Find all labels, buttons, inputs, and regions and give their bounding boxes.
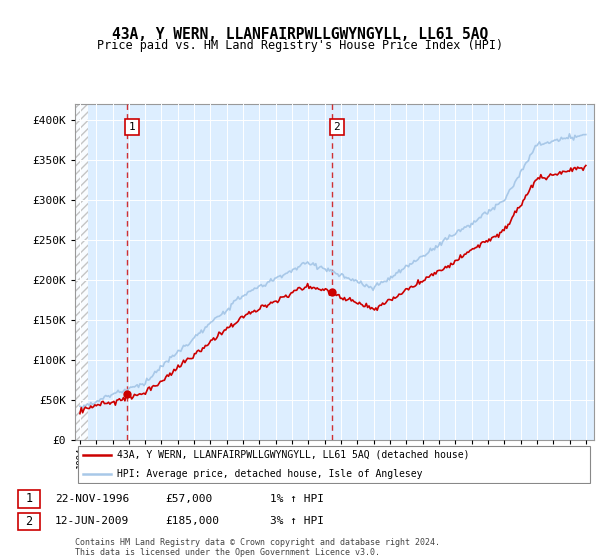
Text: £185,000: £185,000 (165, 516, 219, 526)
Text: 43A, Y WERN, LLANFAIRPWLLGWYNGYLL, LL61 5AQ: 43A, Y WERN, LLANFAIRPWLLGWYNGYLL, LL61 … (112, 27, 488, 42)
Text: 43A, Y WERN, LLANFAIRPWLLGWYNGYLL, LL61 5AQ (detached house): 43A, Y WERN, LLANFAIRPWLLGWYNGYLL, LL61 … (116, 450, 469, 460)
Text: £57,000: £57,000 (165, 494, 212, 504)
FancyBboxPatch shape (18, 490, 40, 508)
FancyBboxPatch shape (77, 446, 590, 483)
Text: HPI: Average price, detached house, Isle of Anglesey: HPI: Average price, detached house, Isle… (116, 469, 422, 478)
FancyBboxPatch shape (18, 512, 40, 530)
Text: 22-NOV-1996: 22-NOV-1996 (55, 494, 129, 504)
Text: 3% ↑ HPI: 3% ↑ HPI (270, 516, 324, 526)
Text: 2: 2 (25, 515, 32, 528)
Text: Price paid vs. HM Land Registry's House Price Index (HPI): Price paid vs. HM Land Registry's House … (97, 39, 503, 53)
Text: 1: 1 (25, 492, 32, 505)
Text: 12-JUN-2009: 12-JUN-2009 (55, 516, 129, 526)
Text: 1: 1 (129, 122, 136, 132)
Text: 1% ↑ HPI: 1% ↑ HPI (270, 494, 324, 504)
Text: 2: 2 (334, 122, 340, 132)
Text: Contains HM Land Registry data © Crown copyright and database right 2024.
This d: Contains HM Land Registry data © Crown c… (75, 538, 440, 557)
